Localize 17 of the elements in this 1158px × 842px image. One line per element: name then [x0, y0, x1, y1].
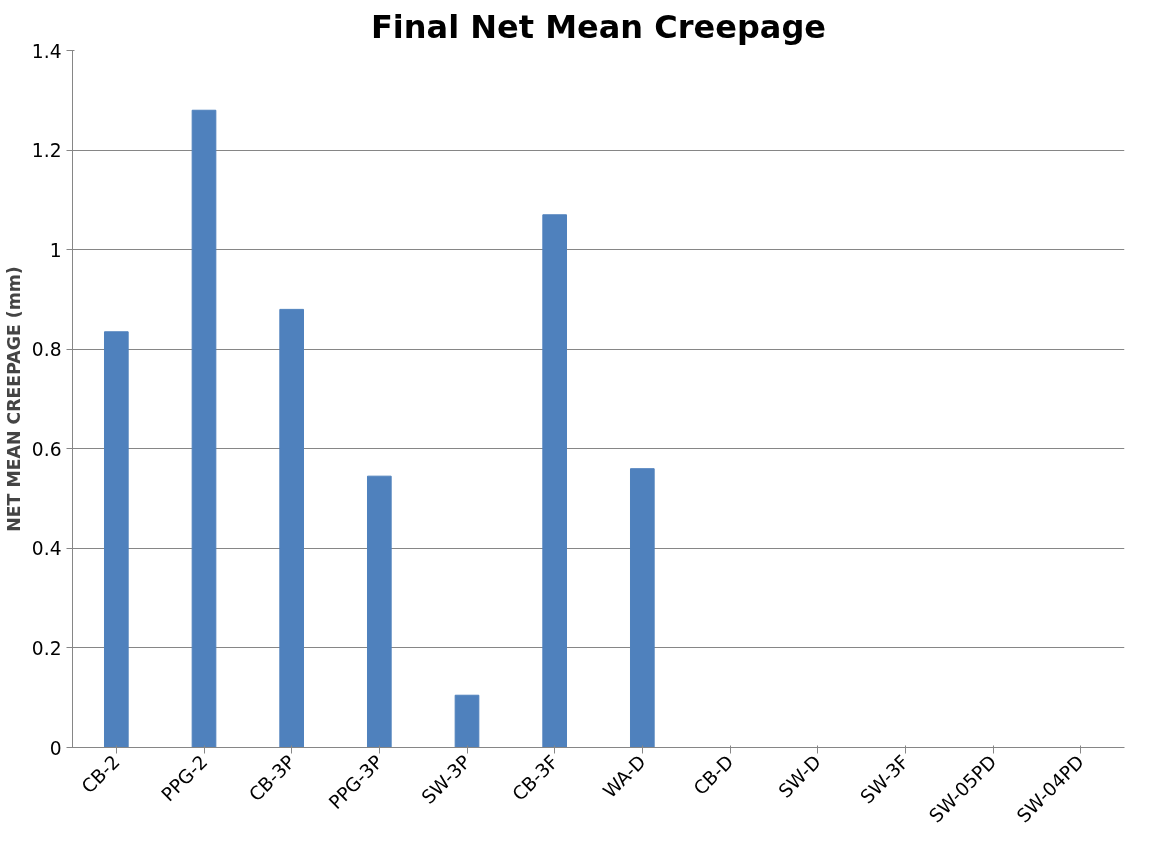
y-tick-label: 0.8 — [31, 339, 62, 361]
bar — [630, 468, 655, 748]
y-axis-title: NET MEAN CREEPAGE (mm) — [3, 266, 24, 532]
bar — [542, 214, 567, 748]
y-tick-label: 1.4 — [31, 40, 62, 62]
bar — [454, 694, 480, 748]
bar — [104, 331, 129, 748]
y-tick-label: 0.4 — [31, 538, 62, 560]
bar — [367, 475, 392, 748]
y-tick-label: 0 — [49, 737, 62, 759]
bar — [279, 308, 304, 748]
bar — [191, 109, 217, 748]
chart-title: Final Net Mean Creepage — [370, 7, 827, 46]
y-tick-label: 0.6 — [31, 438, 62, 460]
y-tick-label: 0.2 — [31, 637, 62, 659]
y-tick-label: 1.2 — [31, 140, 62, 162]
y-tick-label: 1 — [49, 239, 62, 261]
